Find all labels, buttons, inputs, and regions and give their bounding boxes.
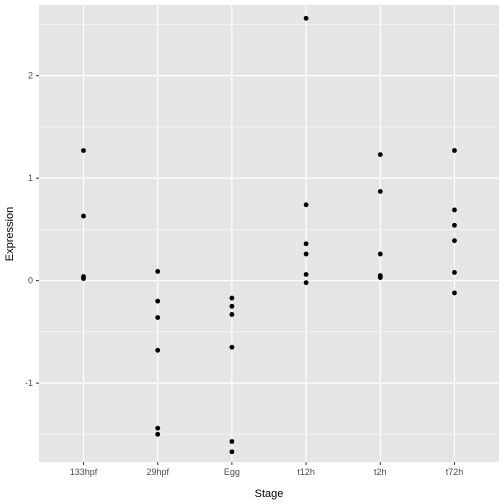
data-point: [81, 213, 86, 219]
data-point: [452, 290, 457, 296]
y-tick-label: 2: [28, 71, 33, 81]
data-point: [303, 251, 309, 257]
data-point: [377, 251, 383, 257]
data-point: [303, 241, 309, 247]
data-point: [81, 276, 86, 281]
data-point: [229, 449, 235, 455]
data-point: [377, 275, 383, 280]
x-tick-label: Egg: [224, 467, 240, 477]
data-point: [155, 298, 161, 304]
data-point: [155, 315, 161, 320]
y-tick-label: 0: [28, 276, 33, 286]
major-grid: [39, 5, 499, 462]
data-point: [303, 15, 309, 21]
data-point: [155, 431, 161, 437]
data-point: [452, 207, 457, 213]
x-axis-title: Stage: [255, 488, 284, 500]
data-point: [155, 269, 161, 274]
x-tick-label: 133hpf: [70, 467, 98, 477]
plot-panel: [39, 5, 499, 462]
y-tick-label: 1: [28, 173, 33, 183]
x-axis: 133hpf 29hpf Egg t12h t2h t72h: [70, 462, 463, 477]
y-axis: -1 0 1 2: [25, 71, 39, 388]
data-points: [81, 15, 457, 455]
minor-grid: [39, 24, 499, 435]
x-tick-label: 29hpf: [146, 467, 169, 477]
data-point: [81, 148, 86, 153]
data-point: [452, 222, 457, 228]
data-point: [377, 152, 383, 158]
data-point: [303, 202, 309, 208]
data-point: [377, 189, 383, 194]
data-point: [229, 439, 235, 444]
y-axis-title: Expression: [4, 207, 16, 261]
x-tick-label: t72h: [446, 467, 464, 477]
data-point: [229, 303, 235, 309]
data-point: [229, 312, 235, 317]
data-point: [303, 272, 309, 277]
x-tick-label: t12h: [297, 467, 315, 477]
data-point: [452, 148, 457, 153]
y-tick-label: -1: [25, 378, 33, 388]
data-point: [229, 344, 235, 350]
x-tick-label: t2h: [374, 467, 387, 477]
data-point: [452, 238, 457, 244]
data-point: [452, 270, 457, 275]
data-point: [229, 295, 235, 301]
data-point: [155, 347, 161, 353]
data-point: [155, 425, 161, 431]
data-point: [303, 280, 309, 286]
